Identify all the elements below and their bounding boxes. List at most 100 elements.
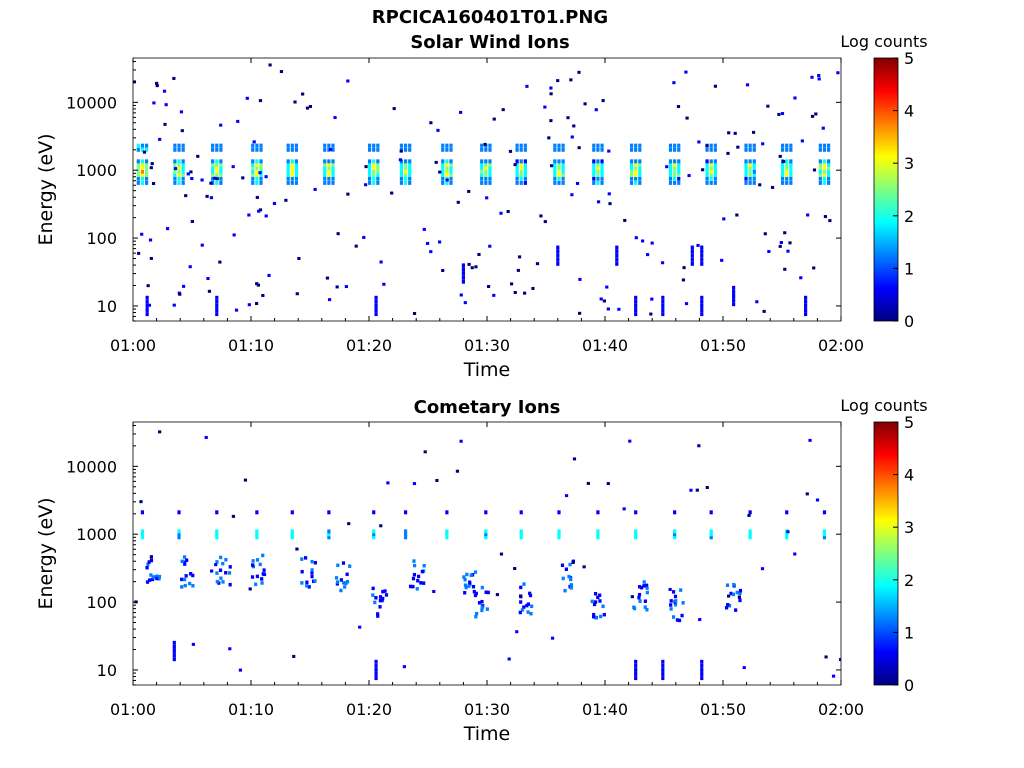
data-cell	[564, 494, 569, 498]
data-cell	[328, 147, 333, 151]
colorbar-tick-label: 0	[904, 676, 914, 695]
data-cell	[713, 143, 717, 148]
data-cell	[179, 110, 184, 114]
data-cell	[399, 165, 404, 170]
data-cell	[727, 594, 731, 598]
data-cell	[748, 532, 752, 537]
data-cell	[251, 165, 255, 170]
data-cell	[615, 245, 619, 250]
data-cell	[525, 84, 529, 88]
data-cell	[173, 147, 177, 152]
data-cell	[422, 227, 426, 231]
data-cell	[376, 172, 380, 177]
data-cell	[449, 180, 453, 185]
data-cell	[553, 143, 557, 148]
data-cell	[372, 165, 376, 170]
data-cell	[145, 303, 149, 308]
data-cell	[522, 605, 526, 609]
data-cell	[519, 165, 523, 170]
data-cell	[372, 147, 376, 152]
data-cell	[713, 84, 718, 88]
data-cell	[752, 165, 756, 170]
data-cell	[215, 308, 219, 313]
data-cell	[449, 147, 453, 152]
data-cell	[308, 104, 313, 108]
data-cell	[463, 577, 467, 582]
data-cell	[211, 172, 215, 177]
data-cell	[519, 172, 523, 177]
data-cell	[632, 606, 637, 611]
data-cell	[640, 585, 644, 590]
data-cell	[818, 165, 822, 170]
data-cell	[181, 176, 185, 181]
data-cell	[709, 147, 713, 152]
data-cell	[408, 176, 412, 181]
data-cell	[327, 143, 331, 148]
data-cell	[376, 176, 380, 181]
data-cell	[668, 169, 673, 174]
data-cell	[181, 172, 185, 177]
data-cell	[812, 168, 817, 172]
data-cell	[732, 294, 736, 299]
data-cell	[634, 159, 638, 164]
data-cell	[583, 102, 587, 106]
data-cell	[608, 202, 612, 206]
data-cell	[804, 295, 808, 300]
data-cell	[295, 547, 299, 551]
data-cell	[162, 89, 167, 93]
data-cell	[596, 147, 600, 152]
data-cell	[526, 602, 531, 606]
data-cell	[744, 180, 748, 185]
data-cell	[526, 610, 530, 614]
data-cell	[310, 568, 314, 572]
data-cell	[456, 200, 460, 204]
data-cell	[690, 261, 694, 266]
data-cell	[372, 162, 376, 167]
data-cell	[180, 559, 184, 564]
data-cell	[578, 277, 582, 281]
data-cell	[323, 147, 327, 152]
data-cell	[304, 556, 308, 560]
data-cell	[164, 103, 168, 107]
data-cell	[449, 159, 453, 164]
data-cell	[519, 600, 523, 604]
data-cell	[374, 308, 378, 313]
data-cell	[251, 169, 255, 174]
data-cell	[804, 312, 808, 317]
data-cell	[827, 165, 831, 170]
data-cell	[488, 244, 492, 248]
data-cell	[185, 558, 189, 562]
data-cell	[748, 529, 752, 534]
data-cell	[300, 581, 304, 585]
data-cell	[215, 165, 219, 170]
data-cell	[327, 159, 331, 164]
data-cell	[705, 159, 709, 164]
data-cell	[516, 268, 520, 272]
data-cell	[300, 557, 304, 561]
data-cell	[343, 585, 347, 589]
data-cell	[136, 165, 140, 170]
data-cell	[183, 583, 187, 588]
data-cell	[519, 180, 523, 185]
data-cell	[327, 510, 331, 515]
data-cell	[780, 169, 785, 174]
data-cell	[293, 100, 297, 104]
data-cell	[255, 535, 259, 540]
data-cell	[700, 312, 704, 317]
data-cell	[572, 124, 576, 128]
data-cell	[149, 166, 153, 170]
data-cell	[221, 561, 225, 566]
data-cell	[455, 469, 460, 473]
data-cell	[467, 584, 471, 588]
data-cell	[629, 169, 634, 174]
data-cell	[822, 176, 827, 181]
data-cell	[373, 600, 377, 605]
data-cell	[488, 180, 492, 185]
data-cell	[629, 165, 634, 170]
data-cell	[528, 591, 532, 596]
data-cell	[186, 172, 190, 176]
data-cell	[252, 140, 256, 144]
x-tick-label: 01:30	[464, 700, 510, 719]
data-cell	[557, 159, 561, 164]
data-cell	[553, 169, 557, 174]
